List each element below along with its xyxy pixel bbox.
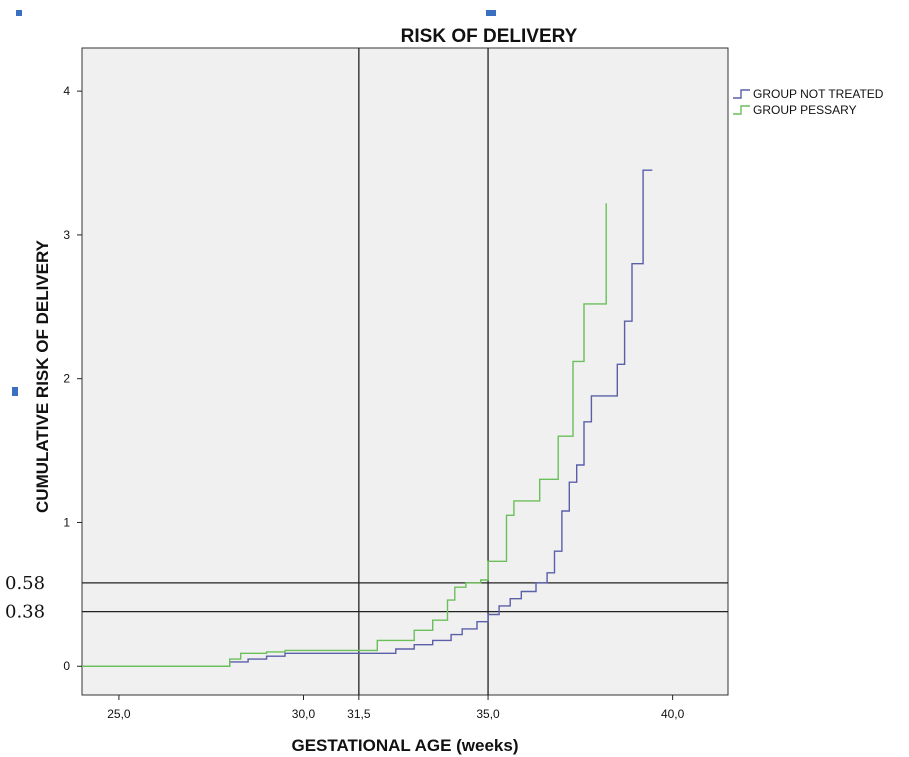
legend-swatch-group-pessary [733,105,750,115]
reference-lines [82,48,728,695]
y-tick-label: 1 [63,515,70,529]
legend-label-group-pessary: GROUP PESSARY [753,103,857,117]
series-layer [82,169,653,667]
reference-label-0-58: 0.58 [5,573,45,594]
blue-marker-top-center [486,10,496,16]
y-axis-title: CUMULATIVE RISK OF DELIVERY [33,239,52,513]
x-tick-label: 31,5 [347,707,371,721]
x-tick-label: 35,0 [476,707,500,721]
y-tick-label: 0 [63,659,70,673]
x-axis-title: GESTATIONAL AGE (weeks) [291,736,518,755]
x-axis-ticks: 25,0 30,0 31,5 35,0 40,0 [107,695,685,721]
legend: GROUP NOT TREATED GROUP PESSARY [733,87,884,117]
blue-marker-left [12,387,18,396]
y-axis-ticks: 0 1 2 3 4 [63,84,82,673]
y-tick-label: 4 [63,84,70,98]
x-tick-label: 40,0 [661,707,685,721]
legend-label-group-not-treated: GROUP NOT TREATED [753,87,884,101]
reference-line-labels: 0.58 0.38 [5,573,45,623]
legend-swatch-group-not-treated [733,89,750,99]
x-tick-label: 30,0 [292,707,316,721]
y-tick-label: 3 [63,228,70,242]
series-line-group-pessary [82,203,607,667]
reference-label-0-38: 0.38 [5,602,45,623]
y-tick-label: 2 [63,372,70,386]
x-tick-label: 25,0 [107,707,131,721]
series-line-group-not-treated [82,169,653,667]
plot-area [81,47,729,696]
blue-marker-top-left [16,10,22,16]
chart-title: RISK OF DELIVERY [401,26,578,47]
